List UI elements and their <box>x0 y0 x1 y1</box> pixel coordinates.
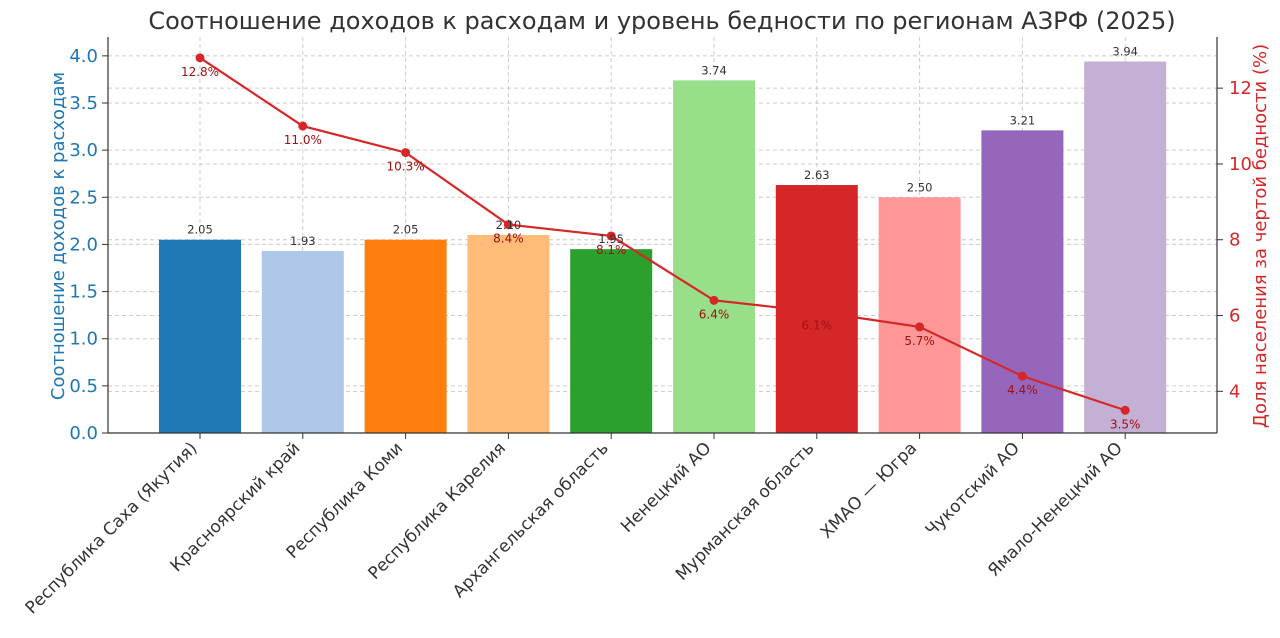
x-tick-label: Республика Коми <box>283 438 408 563</box>
bar <box>261 251 344 433</box>
data-labels: 2.05 1.93 2.05 2.10 1.95 3.74 2.63 2.50 3.21 3.94… <box>181 45 1141 432</box>
line-point <box>401 148 411 158</box>
bar-value-label: 2.05 <box>187 223 213 237</box>
y2-tick-label: 4 <box>1229 381 1240 402</box>
bar-value-label: 3.21 <box>1010 113 1036 127</box>
line-point <box>812 307 822 317</box>
line-value-label: 6.4% <box>699 307 730 321</box>
line-point <box>606 231 616 241</box>
y2-tick-label: 12 <box>1229 78 1252 99</box>
y-tick-label: 0.0 <box>69 423 98 444</box>
x-tick-label: Чукотский АО <box>922 438 1024 540</box>
x-tick-label: Республика Саха (Якутия) <box>22 438 202 618</box>
bar-value-label: 1.93 <box>290 234 316 248</box>
bar-value-label: 2.05 <box>393 223 419 237</box>
bar-value-label: 1.95 <box>598 232 624 246</box>
line-value-label: 3.5% <box>1110 417 1141 431</box>
line-point <box>1120 405 1130 415</box>
line-point <box>503 220 513 230</box>
y2-tick-label: 6 <box>1229 306 1240 327</box>
x-tick-label: ХМАО — Югра <box>817 438 921 542</box>
y-tick-label: 0.5 <box>69 376 98 397</box>
y-tick-label: 1.5 <box>69 282 98 303</box>
bar <box>570 249 653 433</box>
bar <box>878 197 961 433</box>
bar <box>981 130 1064 434</box>
bars <box>159 61 1167 434</box>
bar-value-label: 3.94 <box>1112 45 1138 59</box>
line-value-label: 8.4% <box>493 232 524 246</box>
bar <box>673 80 755 433</box>
y-tick-label: 3.5 <box>69 93 98 114</box>
line-value-label: 12.8% <box>181 65 219 79</box>
bar <box>364 239 447 433</box>
line-point <box>195 53 205 63</box>
y-tick-label: 4.0 <box>69 46 98 67</box>
y-axis-label-left: Соотношение доходов к расходам <box>48 72 69 400</box>
chart-title: Соотношение доходов к расходам и уровень… <box>148 7 1175 35</box>
line-point <box>709 295 719 305</box>
bar-value-label: 2.10 <box>496 218 522 232</box>
line-value-label: 11.0% <box>284 133 322 147</box>
bar-value-label: 2.63 <box>804 168 830 182</box>
bar <box>1084 61 1167 434</box>
line-value-label: 4.4% <box>1007 383 1038 397</box>
y-tick-label: 1.0 <box>69 329 98 350</box>
y2-tick-label: 10 <box>1229 154 1252 175</box>
y-tick-label: 3.0 <box>69 140 98 161</box>
line-point <box>298 121 308 131</box>
y-tick-label: 2.5 <box>69 187 98 208</box>
line-value-label: 8.1% <box>596 243 627 257</box>
poverty-line-path <box>199 56 1126 412</box>
y-tick-label: 2.0 <box>69 234 98 255</box>
bar <box>159 239 241 433</box>
line-point <box>915 322 925 332</box>
line-value-label: 5.7% <box>904 334 935 348</box>
bar-value-label: 2.50 <box>907 180 933 194</box>
x-tick-label: Ненецкий АО <box>617 438 715 536</box>
line-value-label: 10.3% <box>387 160 425 174</box>
line-point <box>1017 371 1027 381</box>
line-value-label: 6.1% <box>802 319 833 333</box>
poverty-line <box>195 53 1130 415</box>
y2-tick-label: 8 <box>1229 230 1240 251</box>
y-axis-label-right: Доля населения за чертой бедности (%) <box>1250 44 1271 428</box>
bar <box>467 235 550 433</box>
bar-value-label: 3.74 <box>701 63 727 77</box>
